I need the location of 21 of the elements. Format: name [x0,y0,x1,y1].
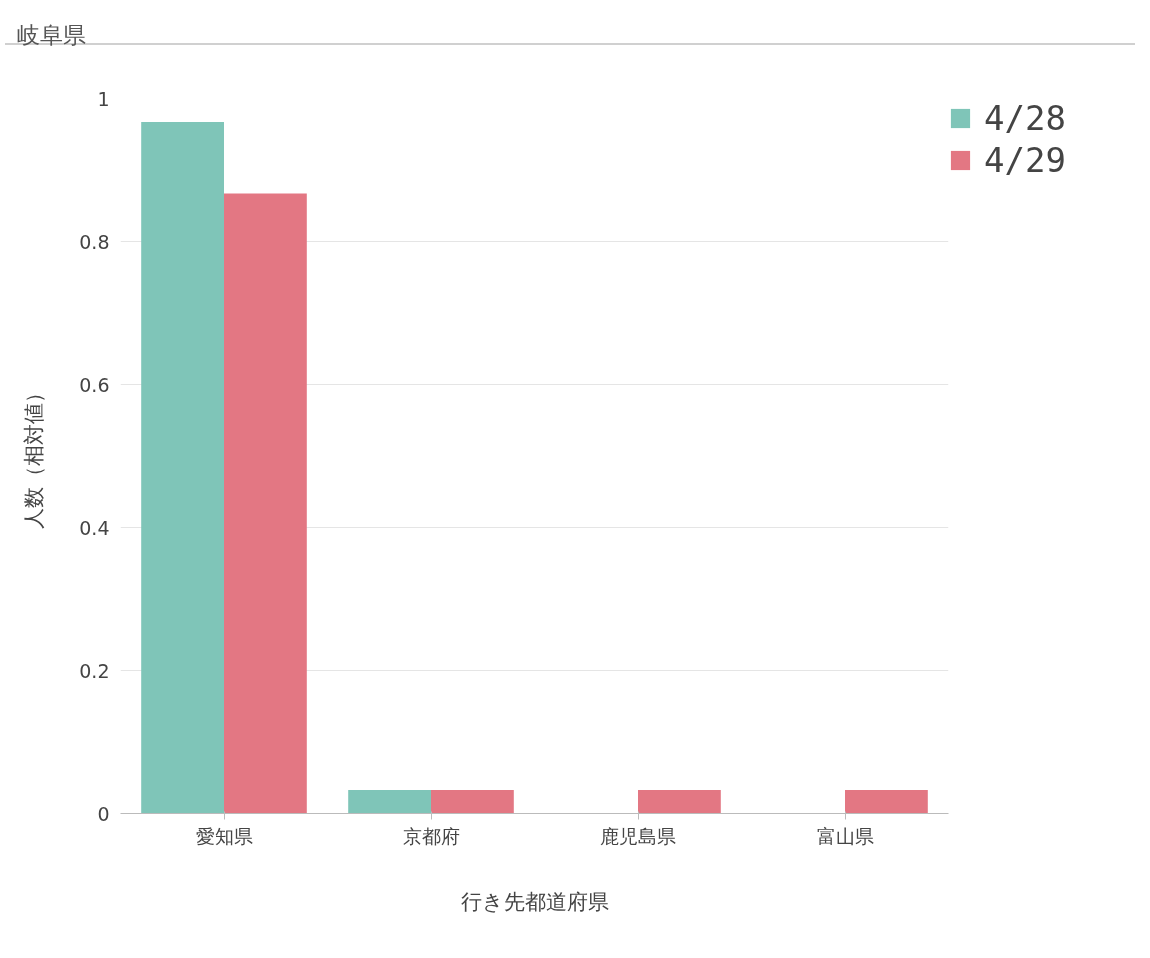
y-tick-label: 0.2 [79,659,110,682]
bar [845,789,928,814]
x-tick-label: 愛知県 [195,824,253,847]
y-tick-label: 0.4 [79,516,110,539]
y-tick-label: 0 [97,802,110,825]
x-axis-title: 行き先都道府県 [460,889,609,914]
x-tick-label: 富山県 [816,824,874,847]
y-tick-label: 0.8 [79,230,110,253]
bar [348,789,431,814]
legend-label: 4/29 [984,140,1066,180]
x-tick-label: 京都府 [402,824,460,847]
y-axis-title: 人数（相対値） [22,382,47,530]
chart-title: 岐阜県 [17,21,86,50]
x-tick-label: 鹿児島県 [600,824,676,847]
bar [638,789,721,814]
bar [431,789,514,814]
legend-label: 4/28 [984,98,1066,138]
y-tick-label: 0.6 [79,373,110,396]
bar [141,122,224,814]
y-tick-label: 1 [97,87,110,110]
bar [224,193,307,814]
